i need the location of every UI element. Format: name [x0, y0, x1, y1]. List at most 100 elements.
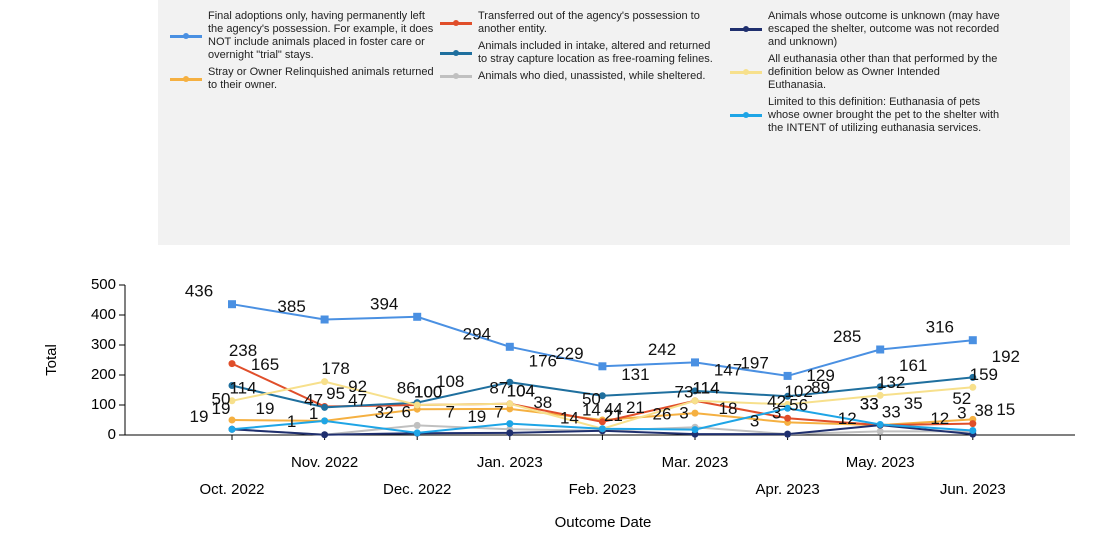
- data-label: 50: [212, 389, 231, 408]
- data-label: 38: [533, 393, 552, 412]
- data-label: 192: [992, 347, 1020, 366]
- data-label: 32: [375, 403, 394, 422]
- data-label: 1: [309, 404, 318, 423]
- point: [691, 426, 699, 434]
- point: [228, 382, 236, 389]
- legend-label: Animals whose outcome is unknown (may ha…: [768, 10, 1000, 48]
- data-label: 316: [926, 318, 954, 337]
- data-label: 176: [529, 352, 557, 371]
- data-label: 52: [952, 389, 971, 408]
- point: [506, 400, 514, 408]
- y-tick-label: 200: [91, 366, 116, 383]
- y-axis-label: Total: [43, 344, 60, 376]
- point: [969, 373, 977, 381]
- data-label: 159: [970, 365, 998, 384]
- data-label: 104: [507, 381, 535, 400]
- point: [413, 421, 421, 429]
- point: [876, 391, 884, 399]
- data-label: 15: [996, 400, 1015, 419]
- data-label: 394: [370, 294, 398, 313]
- data-label: 114: [229, 378, 256, 397]
- point: [876, 383, 884, 391]
- legend-swatch: [730, 69, 762, 75]
- point: [783, 371, 792, 380]
- point: [969, 420, 977, 428]
- point: [598, 425, 606, 433]
- legend-label: Stray or Owner Relinquished animals retu…: [208, 66, 434, 91]
- data-label: 197: [740, 353, 768, 372]
- data-label: 3: [750, 412, 759, 431]
- data-label: 436: [185, 282, 213, 301]
- point: [506, 378, 514, 386]
- x-tick-label: Dec. 2022: [383, 481, 451, 498]
- data-label: 18: [719, 399, 738, 418]
- x-tick-label: Mar. 2023: [662, 454, 729, 471]
- data-label: 12: [838, 409, 857, 428]
- data-label: 86: [397, 379, 416, 398]
- data-label: 242: [648, 340, 676, 359]
- data-label: 147: [714, 360, 742, 379]
- data-label: 285: [833, 327, 861, 346]
- point: [321, 378, 329, 386]
- data-label: 102: [784, 382, 812, 401]
- data-label: 178: [321, 359, 349, 378]
- point: [876, 345, 885, 354]
- legend-label: Transferred out of the agency's possessi…: [478, 10, 700, 35]
- point: [876, 427, 884, 435]
- point: [321, 417, 329, 425]
- legend-entry: Final adoptions only, having permanently…: [170, 10, 440, 62]
- data-label: 95: [326, 384, 345, 403]
- legend-column: Transferred out of the agency's possessi…: [440, 10, 714, 87]
- data-label: 38: [974, 401, 993, 420]
- y-tick-label: 0: [108, 426, 116, 443]
- point: [413, 401, 421, 409]
- y-tick-label: 100: [91, 396, 116, 413]
- point: [506, 429, 514, 437]
- legend-entry: Animals whose outcome is unknown (may ha…: [730, 10, 1000, 49]
- x-tick-label: Jun. 2023: [940, 481, 1006, 498]
- legend-label: Animals who died, unassisted, while shel…: [478, 70, 706, 82]
- data-label: 3: [679, 404, 688, 423]
- data-label: 47: [304, 390, 323, 409]
- data-label: 21: [604, 406, 623, 425]
- data-label: 1: [287, 412, 296, 431]
- point: [784, 430, 792, 438]
- data-label: 42: [767, 392, 786, 411]
- y-tick-label: 500: [91, 276, 116, 293]
- data-label: 33: [860, 395, 879, 414]
- data-label: 56: [789, 396, 808, 415]
- data-label: 92: [348, 377, 367, 396]
- legend: Final adoptions only, having permanently…: [158, 0, 1070, 245]
- data-label: 129: [806, 366, 834, 385]
- data-label: 6: [401, 403, 410, 422]
- x-tick-label: Oct. 2022: [199, 481, 264, 498]
- data-label: 33: [860, 395, 879, 414]
- point: [413, 312, 422, 321]
- data-label: 294: [463, 324, 491, 343]
- legend-label: All euthanasia other than that performed…: [768, 53, 998, 91]
- point: [784, 392, 792, 400]
- x-tick-label: May. 2023: [846, 454, 915, 471]
- point: [228, 360, 236, 368]
- data-label: 12: [930, 409, 949, 428]
- data-label: 14: [582, 400, 601, 419]
- data-label: 114: [692, 378, 719, 397]
- point: [413, 429, 421, 437]
- legend-label: Final adoptions only, having permanently…: [208, 10, 434, 61]
- data-label: 229: [555, 344, 583, 363]
- point: [876, 421, 884, 428]
- data-label: 100: [414, 382, 442, 401]
- point: [228, 425, 236, 433]
- point: [228, 397, 236, 405]
- y-tick-label: 300: [91, 336, 116, 353]
- data-label: 44: [604, 399, 623, 418]
- x-axis-label: Outcome Date: [555, 514, 652, 531]
- legend-swatch: [730, 112, 762, 118]
- data-label: 73: [675, 383, 694, 402]
- data-label: 100: [414, 382, 442, 401]
- x-tick-label: Nov. 2022: [291, 454, 358, 471]
- legend-label: Animals included in intake, altered and …: [478, 40, 713, 65]
- point: [320, 315, 329, 324]
